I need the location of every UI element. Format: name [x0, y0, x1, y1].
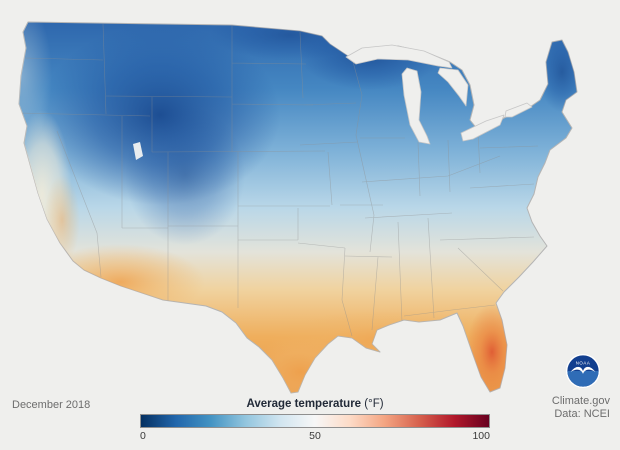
lake-ontario: [504, 102, 533, 118]
date-label: December 2018: [12, 399, 91, 411]
noaa-logo: NOAA: [565, 353, 601, 389]
noaa-logo-sea: [567, 371, 599, 387]
lake-superior: [345, 44, 453, 69]
lake-michigan: [401, 67, 431, 145]
great-lakes: [133, 44, 533, 160]
legend: Average temperature (°F) 0 50 100: [140, 398, 490, 444]
noaa-logo-text: NOAA: [576, 360, 591, 365]
legend-tick-min: 0: [140, 430, 146, 442]
legend-title-text: Average temperature: [246, 398, 362, 410]
legend-ticks: 0 50 100: [140, 430, 490, 444]
lake-erie: [460, 114, 505, 142]
legend-colorbar: [140, 414, 490, 428]
great-salt-lake: [133, 142, 143, 160]
legend-tick-max: 100: [472, 430, 490, 442]
attribution-data: Data: NCEI: [554, 408, 610, 420]
attribution-site: Climate.gov: [551, 395, 610, 407]
legend-tick-mid: 50: [309, 430, 321, 442]
lake-huron: [437, 67, 469, 107]
state-borders: [19, 23, 539, 337]
legend-title: Average temperature (°F): [140, 398, 490, 410]
legend-title-units: (°F): [364, 398, 384, 410]
attribution: Climate.gov Data: NCEI: [552, 395, 610, 421]
noaa-seagull-icon: [570, 366, 596, 374]
